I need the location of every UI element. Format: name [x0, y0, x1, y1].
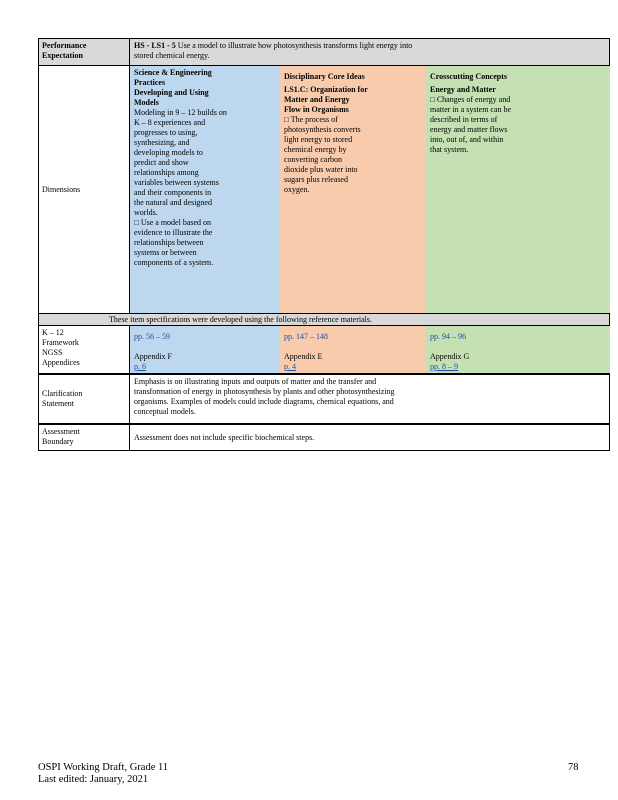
ccc-bullet: □ Changes of energy and matter in a syste…: [430, 95, 606, 155]
sep-appendix: Appendix F: [134, 352, 172, 361]
dimensions-row: Dimensions Science & Engineering Practic…: [39, 65, 610, 313]
dci-title: Disciplinary Core Ideas: [284, 72, 365, 81]
assessment-label-line: Assessment: [42, 427, 80, 436]
clarification-text-line: conceptual models.: [134, 407, 196, 416]
assessment-label-line: Boundary: [42, 437, 74, 446]
dci-subtitle: LS1.C: Organization for: [284, 85, 368, 94]
references-label-line: NGSS: [42, 348, 63, 357]
ccc-bullet-line: into, out of, and within: [430, 135, 504, 144]
assessment-row: Assessment Boundary Assessment does not …: [39, 423, 609, 450]
dci-bullet-line: sugars plus released: [284, 175, 348, 184]
dci-column: Disciplinary Core Ideas LS1.C: Organizat…: [280, 66, 426, 313]
dci-framework-link[interactable]: pp. 147 – 148: [284, 332, 328, 341]
ccc-bullet-line: that system.: [430, 145, 469, 154]
clarification-text: Emphasis is on illustrating inputs and o…: [130, 375, 609, 423]
sep-body: Modeling in 9 – 12 builds on K – 8 experi…: [134, 108, 276, 218]
dci-bullet-line: converting carbon: [284, 155, 342, 164]
dci-bullet-line: chemical energy by: [284, 145, 347, 154]
assessment-text-value: Assessment does not include specific bio…: [134, 432, 315, 442]
performance-expectation-table: Performance Expectation HS - LS1 - 5 Use…: [38, 38, 610, 451]
pe-text-line: stored chemical energy.: [134, 51, 210, 60]
clarification-label-line: Statement: [42, 399, 74, 408]
sep-bullet-line: evidence to illustrate the: [134, 228, 213, 237]
ccc-bullet-line: □ Changes of energy and: [430, 95, 511, 104]
ccc-title: Crosscutting Concepts: [430, 72, 507, 81]
sep-subtitle: Models: [134, 98, 159, 107]
sep-body-line: developing models to: [134, 148, 203, 157]
dci-subtitle: Matter and Energy: [284, 95, 350, 104]
dci-bullet-line: oxygen.: [284, 185, 310, 194]
dci-appendix: Appendix E: [284, 352, 323, 361]
sep-body-line: the natural and designed: [134, 198, 212, 207]
assessment-label: Assessment Boundary: [39, 425, 130, 450]
sep-body-line: K – 8 experiences and: [134, 118, 206, 127]
clarification-text-line: Emphasis is on illustrating inputs and o…: [134, 377, 377, 386]
footer-line: OSPI Working Draft, Grade 11: [38, 762, 169, 773]
ccc-references: pp. 94 – 96 Appendix G pp. 8 – 9: [426, 326, 610, 373]
sep-appendix-link[interactable]: p. 6: [134, 362, 146, 371]
ccc-bullet-line: described in terms of: [430, 115, 498, 124]
assessment-text: Assessment does not include specific bio…: [130, 425, 609, 450]
ccc-framework-link[interactable]: pp. 94 – 96: [430, 332, 466, 341]
references-label: K – 12 Framework NGSS Appendices: [39, 326, 130, 373]
ccc-bullet-line: energy and matter flows: [430, 125, 508, 134]
sep-title: Science & Engineering: [134, 68, 212, 77]
sep-body-line: predict and show: [134, 158, 189, 167]
sep-bullet-line: relationships between: [134, 238, 204, 247]
dci-bullet: □ The process of photosynthesis converts l…: [284, 115, 422, 195]
references-label-line: Framework: [42, 338, 79, 347]
sep-subtitle: Developing and Using: [134, 88, 209, 97]
pe-code: HS - LS1 - 5: [134, 41, 176, 50]
dci-bullet-line: □ The process of: [284, 115, 338, 124]
sep-column: Science & Engineering Practices Developi…: [130, 66, 280, 313]
dci-references: pp. 147 – 148 Appendix E p. 4: [280, 326, 426, 373]
pe-label-line: Expectation: [42, 51, 83, 60]
ccc-subtitle: Energy and Matter: [430, 85, 496, 94]
pe-label: Performance Expectation: [39, 39, 130, 65]
sep-references: pp. 56 – 59 Appendix F p. 6: [130, 326, 280, 373]
reference-banner: These item specifications were developed…: [109, 315, 373, 324]
clarification-row: Clarification Statement Emphasis is on i…: [39, 373, 609, 423]
footer-line: Last edited: January, 2021: [38, 774, 149, 785]
reference-banner-row: These item specifications were developed…: [39, 313, 609, 325]
dimensions-label: Dimensions: [39, 66, 130, 313]
references-label-line: K – 12: [42, 328, 64, 337]
footer: OSPI Working Draft, Grade 11 Last edited…: [38, 762, 168, 786]
clarification-text-line: transformation of energy in photosynthes…: [134, 387, 395, 396]
dci-bullet-line: light energy to stored: [284, 135, 353, 144]
sep-bullet-line: components of a system.: [134, 258, 214, 267]
pe-label-line: Performance: [42, 41, 87, 50]
pe-row: Performance Expectation HS - LS1 - 5 Use…: [39, 39, 609, 65]
sep-body-line: relationships among: [134, 168, 199, 177]
ccc-bullet-line: matter in a system can be: [430, 105, 512, 114]
sep-bullet-line: systems or between: [134, 248, 197, 257]
references-label-line: Appendices: [42, 358, 80, 367]
ccc-column: Crosscutting Concepts Energy and Matter …: [426, 66, 610, 313]
sep-bullet: □ Use a model based on evidence to illust…: [134, 218, 276, 268]
ccc-appendix-link[interactable]: pp. 8 – 9: [430, 362, 458, 371]
dci-appendix-link[interactable]: p. 4: [284, 362, 296, 371]
sep-framework-link[interactable]: pp. 56 – 59: [134, 332, 170, 341]
references-row: K – 12 Framework NGSS Appendices pp. 56 – 5…: [39, 325, 610, 373]
clarification-text-line: organisms. Examples of models could incl…: [134, 397, 394, 406]
sep-body-line: Modeling in 9 – 12 builds on: [134, 108, 227, 117]
clarification-label: Clarification Statement: [39, 375, 130, 423]
sep-body-line: variables between systems: [134, 178, 219, 187]
sep-body-line: worlds.: [134, 208, 158, 217]
sep-body-line: and their components in: [134, 188, 212, 197]
pe-text-line: Use a model to illustrate how photosynth…: [177, 41, 413, 50]
dimensions-label-text: Dimensions: [42, 184, 81, 194]
dci-bullet-line: dioxide plus water into: [284, 165, 358, 174]
sep-title: Practices: [134, 78, 166, 87]
dci-subtitle: Flow in Organisms: [284, 105, 349, 114]
clarification-label-line: Clarification: [42, 389, 83, 398]
pe-text: HS - LS1 - 5 Use a model to illustrate h…: [130, 39, 609, 65]
sep-body-line: progresses to using,: [134, 128, 198, 137]
sep-bullet-line: □ Use a model based on: [134, 218, 212, 227]
dci-bullet-line: photosynthesis converts: [284, 125, 361, 134]
page-number: 78: [568, 762, 579, 773]
ccc-appendix: Appendix G: [430, 352, 470, 361]
sep-body-line: synthesizing, and: [134, 138, 190, 147]
